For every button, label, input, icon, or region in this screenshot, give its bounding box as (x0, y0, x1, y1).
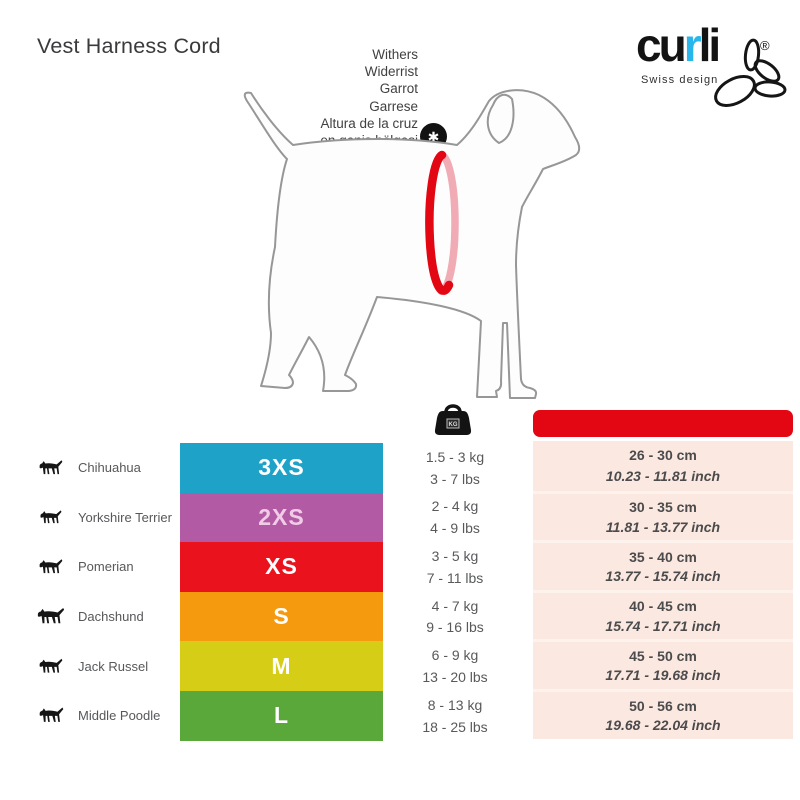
weight-kg: 3 - 5 kg (431, 548, 479, 565)
girth-cm: 26 - 30 cm (629, 447, 697, 464)
girth-row: 26 - 30 cm 10.23 - 11.81 inch (533, 441, 793, 491)
breed-row: Jack Russel (36, 641, 176, 691)
dog-breed-icon (36, 458, 66, 478)
weight-kg: 4 - 7 kg (431, 597, 479, 614)
size-label: XS (265, 553, 298, 580)
weight-lbs: 4 - 9 lbs (430, 520, 480, 537)
girth-cm: 35 - 40 cm (629, 548, 697, 565)
kg-weight-icon: KG (434, 404, 472, 435)
girth-cm: 30 - 35 cm (629, 499, 697, 516)
breed-label: Dachshund (78, 609, 144, 625)
weight-row: 4 - 7 kg 9 - 16 lbs (398, 592, 512, 642)
girth-inch: 10.23 - 11.81 inch (605, 468, 721, 485)
size-label: S (273, 603, 290, 630)
girth-row: 45 - 50 cm 17.71 - 19.68 inch (533, 639, 793, 689)
withers-label-line: Widerrist (364, 64, 418, 80)
weight-kg: 6 - 9 kg (431, 647, 479, 664)
dog-silhouette (243, 89, 581, 399)
measure-ring-front (425, 150, 454, 295)
brand-logo: curli (636, 19, 721, 71)
registered-mark: ® (760, 38, 770, 53)
size-bar: M (180, 641, 383, 691)
kg-label: KG (449, 422, 458, 428)
weight-lbs: 18 - 25 lbs (422, 718, 488, 735)
withers-label-line: Garrot (379, 81, 418, 97)
girth-cm: 50 - 56 cm (629, 697, 697, 714)
breed-label: Chihuahua (78, 460, 141, 476)
girth-inch: 19.68 - 22.04 inch (605, 716, 721, 733)
size-label: M (271, 652, 292, 679)
weight-row: 2 - 4 kg 4 - 9 lbs (398, 493, 512, 543)
brand-name-part: li (698, 19, 721, 71)
weight-lbs: 7 - 11 lbs (426, 569, 484, 586)
girth-row: 50 - 56 cm 19.68 - 22.04 inch (533, 688, 793, 739)
breed-row: Dachshund (36, 592, 176, 642)
weight-kg: 2 - 4 kg (431, 498, 479, 515)
size-bar: 2XS (180, 492, 383, 543)
girth-header-bar (533, 410, 793, 437)
breed-label: Pomerian (78, 559, 134, 575)
girth-row: 40 - 45 cm 15.74 - 17.71 inch (533, 589, 793, 640)
girth-cm: 40 - 45 cm (629, 598, 697, 615)
breed-row: Yorkshire Terrier (36, 493, 176, 543)
dog-breed-icon (36, 705, 66, 726)
weight-row: 6 - 9 kg 13 - 20 lbs (398, 641, 512, 691)
size-bar-column: 3XS 2XS XS S M L (180, 443, 383, 741)
withers-label-line: Altura de la cruz (320, 115, 418, 131)
dog-breed-icon (36, 656, 66, 677)
size-label: 3XS (258, 454, 305, 481)
breeds-column: Chihuahua Yorkshire Terrier Pomerian Dac… (36, 443, 176, 741)
weight-kg: 8 - 13 kg (427, 696, 483, 713)
breed-label: Jack Russel (78, 658, 149, 674)
brand-tagline: Swiss design (641, 74, 719, 86)
breed-row: Middle Poodle (36, 691, 176, 741)
girth-row: 30 - 35 cm 11.81 - 13.77 inch (533, 490, 793, 541)
girth-inch: 11.81 - 13.77 inch (605, 518, 721, 535)
brand-name-accent: r (683, 19, 702, 71)
breed-row: Pomerian (36, 542, 176, 592)
flower-icon (714, 38, 787, 107)
girth-inch: 17.71 - 19.68 inch (605, 667, 721, 684)
dog-breed-icon (36, 608, 66, 625)
weight-kg: 1.5 - 3 kg (425, 448, 485, 465)
size-bar: S (180, 591, 383, 642)
weight-column: 1.5 - 3 kg 3 - 7 lbs 2 - 4 kg 4 - 9 lbs … (398, 443, 512, 741)
dog-breed-icon (36, 557, 66, 577)
girth-panel: 26 - 30 cm 10.23 - 11.81 inch 30 - 35 cm… (533, 441, 793, 739)
dog-illustration (243, 89, 581, 399)
weight-row: 3 - 5 kg 7 - 11 lbs (398, 542, 512, 592)
weight-lbs: 13 - 20 lbs (422, 669, 488, 686)
withers-label-line: Withers (372, 47, 418, 62)
breed-label: Middle Poodle (78, 708, 161, 724)
size-bar: L (180, 690, 383, 741)
size-label: 2XS (258, 503, 305, 530)
page-title: Vest Harness Cord (37, 34, 221, 58)
girth-row: 35 - 40 cm 13.77 - 15.74 inch (533, 540, 793, 590)
dog-breed-icon (36, 508, 66, 527)
breed-row: Chihuahua (36, 443, 176, 493)
girth-cm: 45 - 50 cm (629, 648, 697, 665)
asterisk-icon: ✱ (427, 128, 440, 145)
size-bar: XS (180, 542, 383, 592)
weight-row: 8 - 13 kg 18 - 25 lbs (398, 691, 512, 741)
weight-row: 1.5 - 3 kg 3 - 7 lbs (398, 443, 512, 493)
breed-label: Yorkshire Terrier (78, 509, 172, 525)
size-bar: 3XS (180, 443, 383, 493)
girth-inch: 15.74 - 17.71 inch (605, 617, 721, 634)
size-label: L (273, 702, 290, 729)
girth-inch: 13.77 - 15.74 inch (605, 568, 721, 585)
weight-lbs: 9 - 16 lbs (426, 619, 484, 636)
withers-label-line: Garrese (369, 98, 418, 114)
brand-name-part: cu (636, 19, 687, 71)
weight-lbs: 3 - 7 lbs (430, 470, 480, 487)
dog-ear (486, 93, 515, 145)
